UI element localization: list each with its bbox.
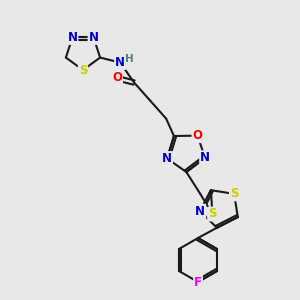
Text: O: O: [112, 71, 122, 84]
Text: N: N: [115, 56, 125, 69]
Text: F: F: [194, 275, 202, 289]
Text: N: N: [195, 205, 205, 218]
Text: O: O: [193, 129, 202, 142]
Text: S: S: [230, 188, 239, 200]
Text: S: S: [79, 64, 87, 76]
Text: N: N: [68, 31, 77, 44]
Text: N: N: [200, 151, 210, 164]
Text: S: S: [208, 208, 217, 220]
Text: H: H: [125, 54, 134, 64]
Text: N: N: [88, 31, 99, 44]
Text: N: N: [162, 152, 172, 165]
